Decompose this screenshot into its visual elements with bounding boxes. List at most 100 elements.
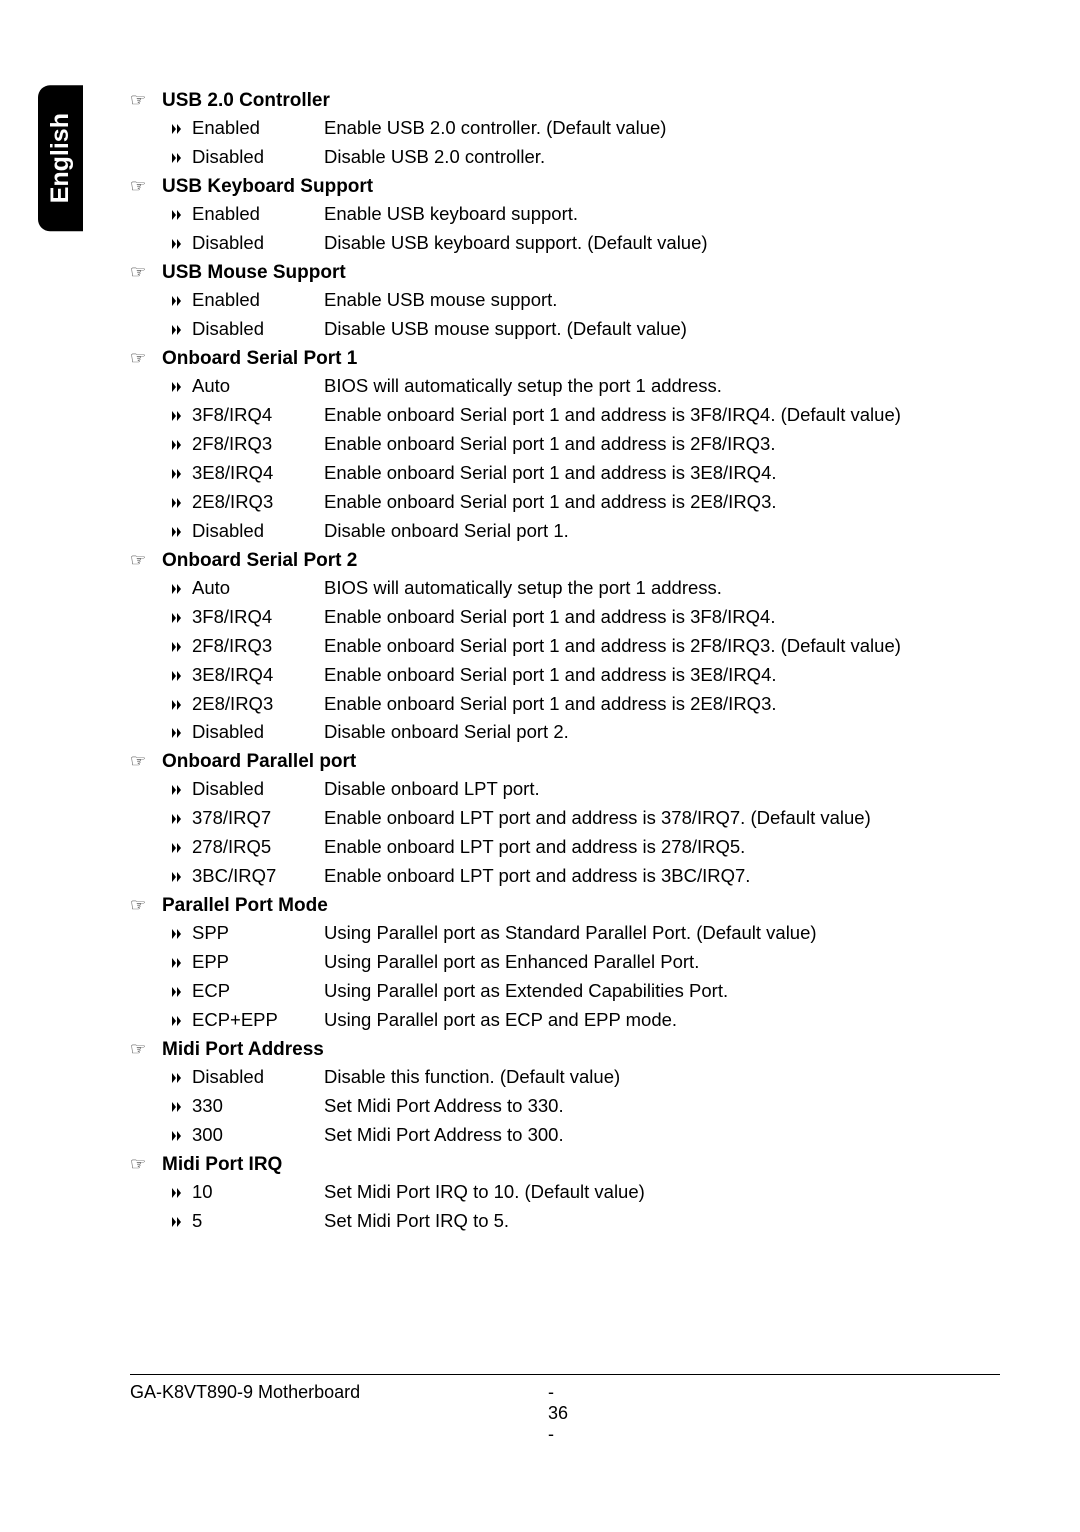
option-label: 3BC/IRQ7 [192,864,324,889]
arrow-icon [172,1184,188,1204]
option-description: Disable onboard LPT port. [324,777,1000,802]
option-row: 378/IRQ7Enable onboard LPT port and addr… [130,806,1000,831]
section-title: Midi Port IRQ [162,1154,282,1176]
option-row: ECP+EPPUsing Parallel port as ECP and EP… [130,1008,1000,1033]
option-row: EPPUsing Parallel port as Enhanced Paral… [130,950,1000,975]
option-row: 2F8/IRQ3Enable onboard Serial port 1 and… [130,432,1000,457]
section-title: Onboard Parallel port [162,751,356,773]
option-row: 3F8/IRQ4Enable onboard Serial port 1 and… [130,403,1000,428]
content-area: ☞ USB 2.0 Controller EnabledEnable USB 2.0… [130,90,1000,1240]
arrow-icon [172,696,188,716]
option-description: Using Parallel port as Standard Parallel… [324,921,1000,946]
option-description: Enable USB mouse support. [324,288,1000,313]
option-label: 378/IRQ7 [192,806,324,831]
section-header: ☞Parallel Port Mode [130,895,1000,917]
section-header: ☞ Onboard Parallel port [130,751,1000,773]
option-description: Set Midi Port IRQ to 10. (Default value) [324,1180,1000,1205]
option-row: AutoBIOS will automatically setup the po… [130,374,1000,399]
option-row: AutoBIOS will automatically setup the po… [130,576,1000,601]
section-title: Parallel Port Mode [162,895,328,917]
option-row: 5Set Midi Port IRQ to 5. [130,1209,1000,1234]
arrow-icon [172,810,188,830]
option-row: ECPUsing Parallel port as Extended Capab… [130,979,1000,1004]
arrow-icon [172,868,188,888]
section: ☞USB Keyboard SupportEnabledEnable USB k… [130,176,1000,256]
option-label: Disabled [192,519,324,544]
option-description: Using Parallel port as ECP and EPP mode. [324,1008,1000,1033]
option-label: Disabled [192,720,324,745]
arrow-icon [172,149,188,169]
option-label: Disabled [192,1065,324,1090]
option-description: BIOS will automatically setup the port 1… [324,576,1000,601]
option-row: DisabledDisable onboard LPT port. [130,777,1000,802]
option-description: Disable onboard Serial port 1. [324,519,1000,544]
section: ☞USB Mouse Support EnabledEnable USB mous… [130,262,1000,342]
option-description: Enable onboard Serial port 1 and address… [324,432,1000,457]
option-row: EnabledEnable USB 2.0 controller. (Defau… [130,116,1000,141]
arrow-icon [172,839,188,859]
section-title: Onboard Serial Port 2 [162,550,357,572]
option-row: EnabledEnable USB mouse support. [130,288,1000,313]
section-title: USB 2.0 Controller [162,90,330,112]
option-row: 300Set Midi Port Address to 300. [130,1123,1000,1148]
option-label: 5 [192,1209,324,1234]
option-row: DisabledDisable this function. (Default … [130,1065,1000,1090]
arrow-icon [172,1127,188,1147]
hand-icon: ☞ [130,751,150,772]
section: ☞ Onboard Parallel port DisabledDisable on… [130,751,1000,889]
option-description: Using Parallel port as Extended Capabili… [324,979,1000,1004]
arrow-icon [172,667,188,687]
section: ☞ USB 2.0 Controller EnabledEnable USB 2.0… [130,90,1000,170]
option-description: Disable onboard Serial port 2. [324,720,1000,745]
arrow-icon [172,925,188,945]
arrow-icon [172,465,188,485]
option-row: 3BC/IRQ7Enable onboard LPT port and addr… [130,864,1000,889]
hand-icon: ☞ [130,90,150,111]
option-description: Disable this function. (Default value) [324,1065,1000,1090]
option-label: Disabled [192,317,324,342]
arrow-icon [172,1012,188,1032]
section-header: ☞ Midi Port IRQ [130,1154,1000,1176]
option-description: Enable onboard Serial port 1 and address… [324,692,1000,717]
arrow-icon [172,436,188,456]
option-description: Set Midi Port Address to 330. [324,1094,1000,1119]
footer-product: GA-K8VT890-9 Motherboard [130,1382,548,1445]
arrow-icon [172,206,188,226]
page-footer: GA-K8VT890-9 Motherboard - 36 - [130,1374,1000,1445]
option-row: EnabledEnable USB keyboard support. [130,202,1000,227]
option-row: DisabledDisable USB 2.0 controller. [130,145,1000,170]
option-description: BIOS will automatically setup the port 1… [324,374,1000,399]
section-header: ☞USB Mouse Support [130,262,1000,284]
option-description: Disable USB mouse support. (Default valu… [324,317,1000,342]
option-label: 3E8/IRQ4 [192,663,324,688]
option-row: DisabledDisable USB keyboard support. (D… [130,231,1000,256]
option-row: SPPUsing Parallel port as Standard Paral… [130,921,1000,946]
option-description: Set Midi Port Address to 300. [324,1123,1000,1148]
arrow-icon [172,120,188,140]
section-header: ☞ Onboard Serial Port 2 [130,550,1000,572]
option-label: Disabled [192,145,324,170]
section: ☞Parallel Port ModeSPPUsing Parallel por… [130,895,1000,1033]
arrow-icon [172,983,188,1003]
option-description: Using Parallel port as Enhanced Parallel… [324,950,1000,975]
option-row: 278/IRQ5Enable onboard LPT port and addr… [130,835,1000,860]
arrow-icon [172,580,188,600]
option-description: Enable onboard Serial port 1 and address… [324,490,1000,515]
section: ☞ Onboard Serial Port 2 AutoBIOS will auto… [130,550,1000,746]
arrow-icon [172,1213,188,1233]
footer-page-number: - 36 - [548,1382,568,1445]
arrow-icon [172,954,188,974]
option-label: 2F8/IRQ3 [192,634,324,659]
option-label: SPP [192,921,324,946]
hand-icon: ☞ [130,348,150,369]
option-description: Enable USB keyboard support. [324,202,1000,227]
option-row: 2E8/IRQ3Enable onboard Serial port 1 and… [130,692,1000,717]
option-label: 330 [192,1094,324,1119]
hand-icon: ☞ [130,1154,150,1175]
option-row: 3F8/IRQ4Enable onboard Serial port 1 and… [130,605,1000,630]
option-row: 330Set Midi Port Address to 330. [130,1094,1000,1119]
hand-icon: ☞ [130,1039,150,1060]
section-title: Onboard Serial Port 1 [162,348,357,370]
hand-icon: ☞ [130,550,150,571]
option-label: Disabled [192,777,324,802]
